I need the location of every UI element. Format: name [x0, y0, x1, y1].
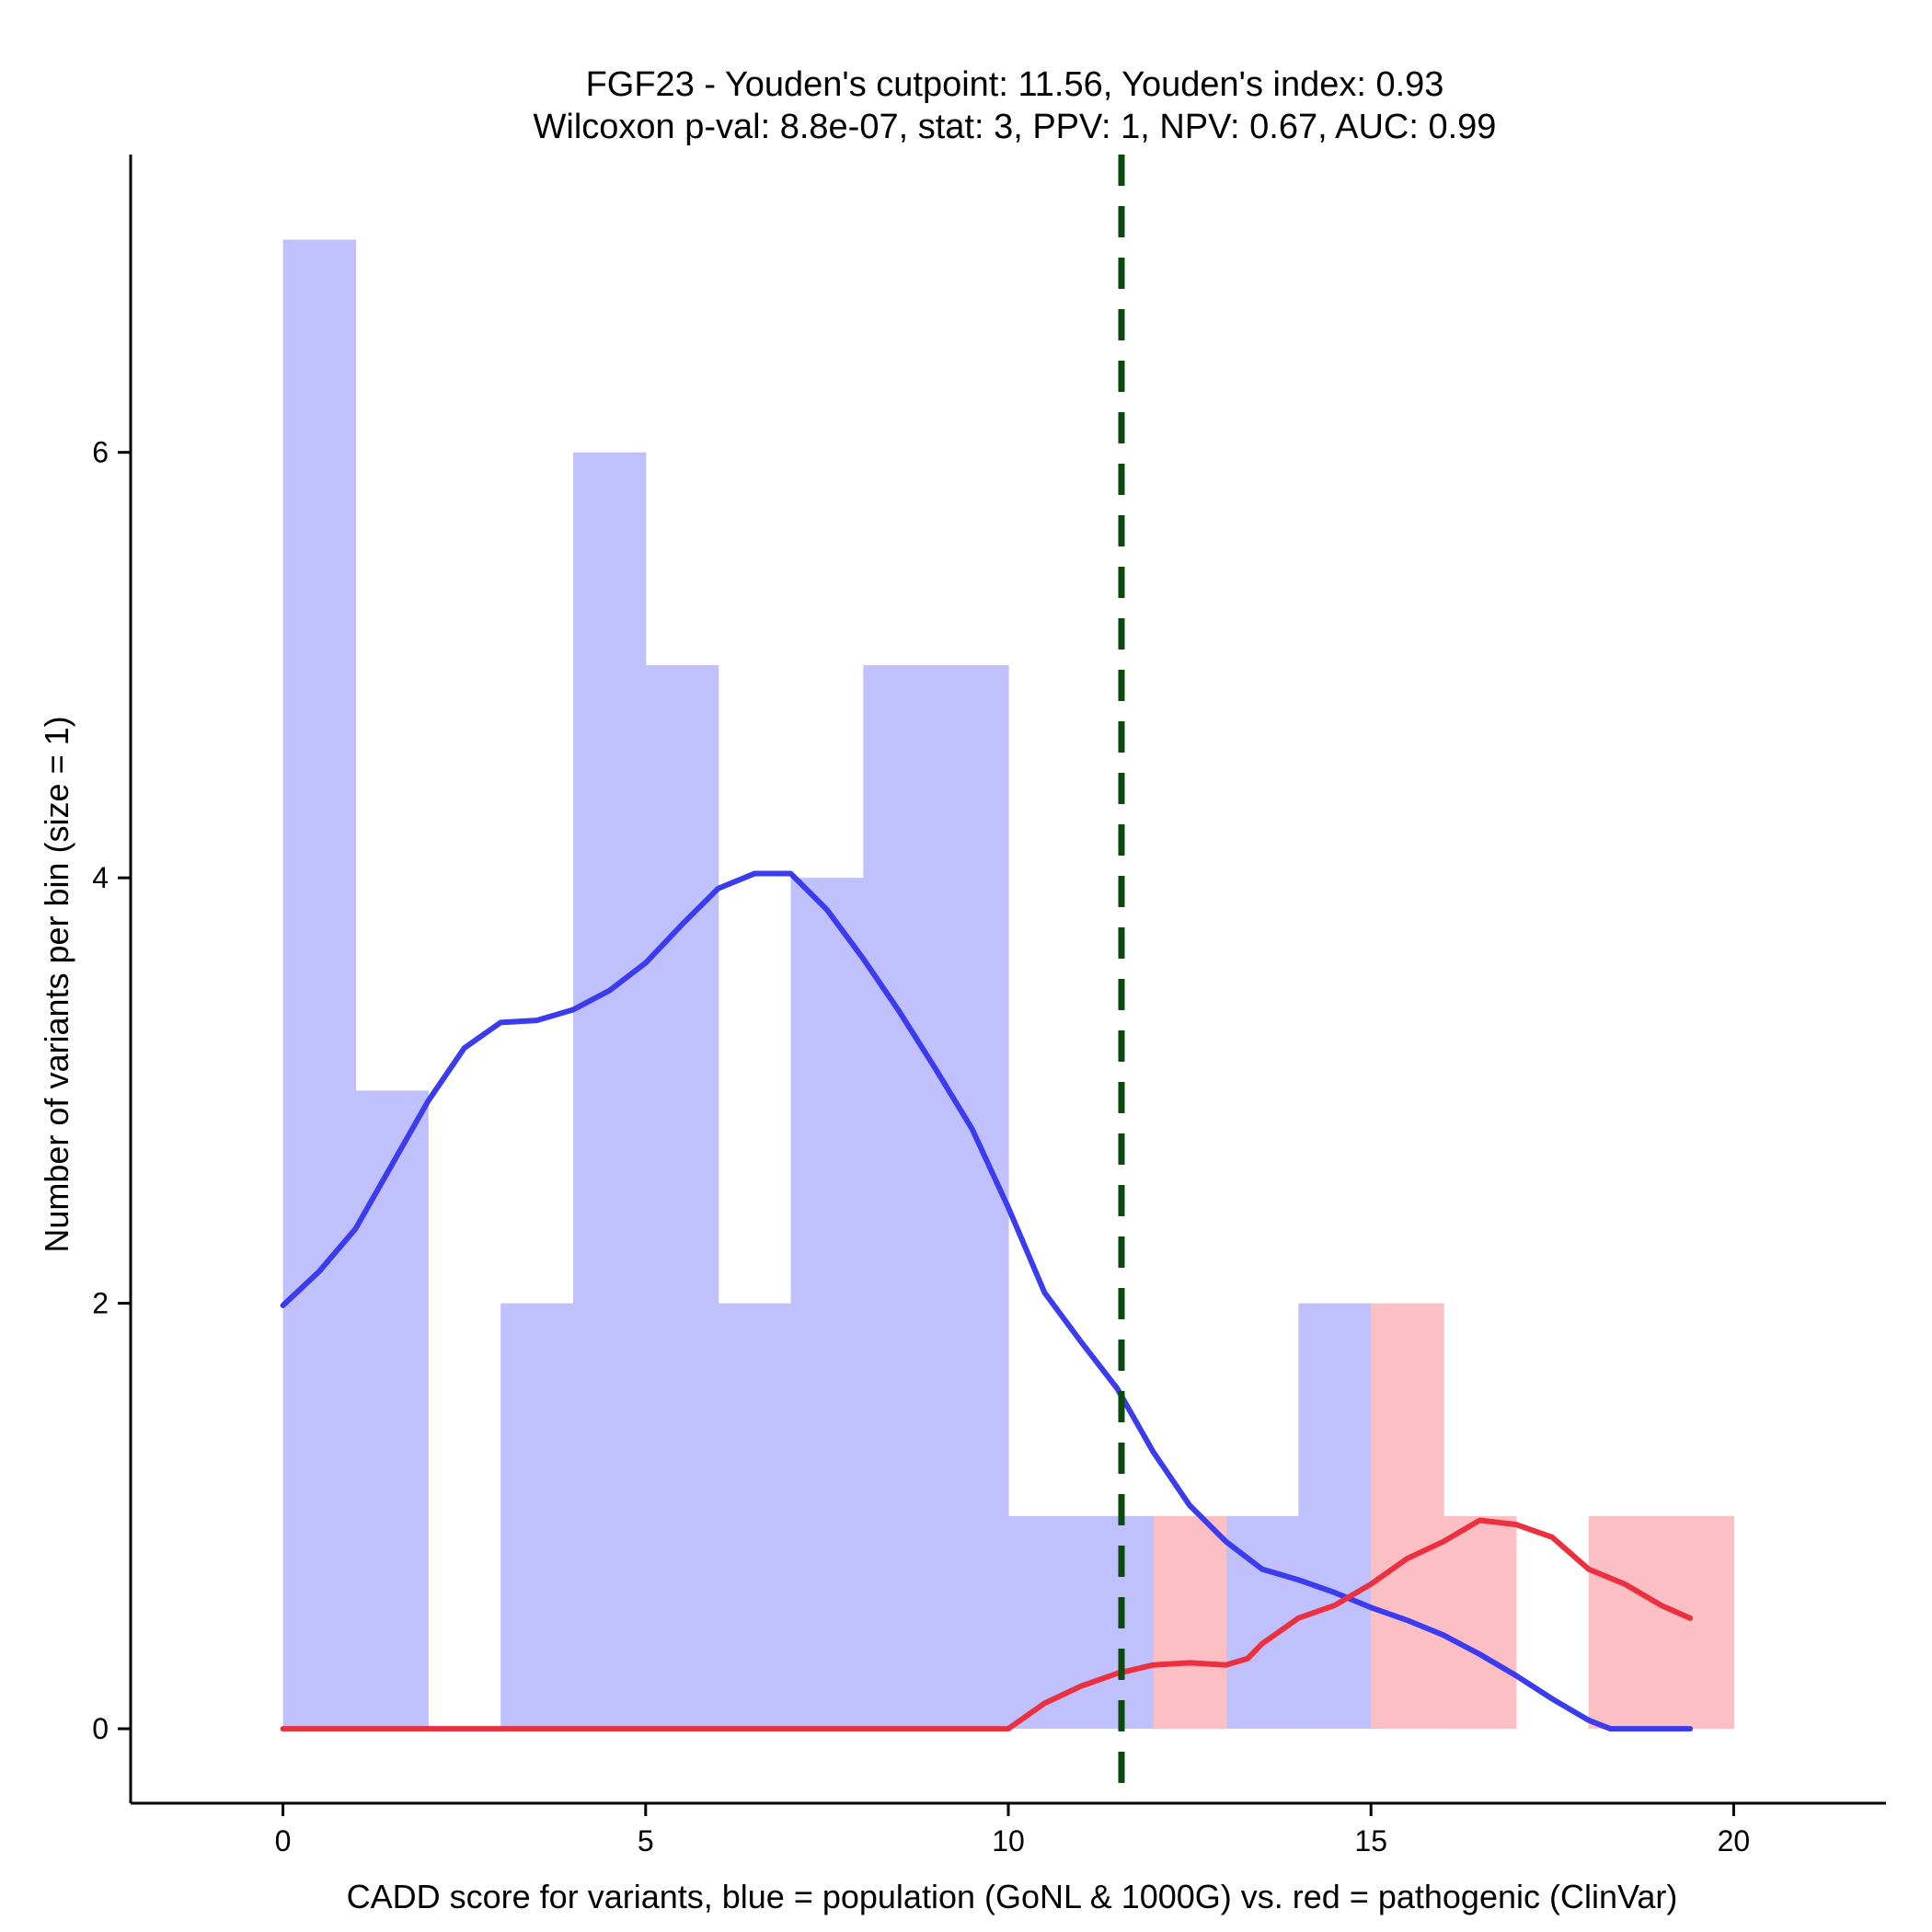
x-axis-label: CADD score for variants, blue = populati… — [347, 1878, 1678, 1915]
y-tick-label: 2 — [92, 1287, 109, 1320]
axes: 0 5 10 15 20 0 2 4 6 — [92, 155, 1886, 1857]
x-tick-label: 0 — [275, 1824, 292, 1857]
population-bar — [790, 878, 864, 1730]
population-bar — [645, 664, 719, 1730]
pathogenic-bar — [1443, 1515, 1517, 1730]
pathogenic-bar — [1371, 1303, 1444, 1730]
x-tick-label: 5 — [638, 1824, 654, 1857]
population-bar — [1080, 1515, 1155, 1730]
population-bar — [863, 664, 937, 1730]
population-bar — [572, 452, 647, 1730]
population-bar — [500, 1303, 574, 1730]
population-density-line — [280, 870, 1694, 1732]
plot-area — [280, 155, 1735, 1803]
pathogenic-bar — [1153, 1515, 1227, 1730]
y-tick-label: 6 — [92, 436, 109, 469]
chart-subtitle: Wilcoxon p-val: 8.8e-07, stat: 3, PPV: 1… — [534, 108, 1497, 146]
population-bar — [1008, 1515, 1082, 1730]
population-bar — [282, 239, 357, 1730]
pathogenic-bar — [1588, 1515, 1662, 1730]
population-bar — [355, 1090, 429, 1730]
pathogenic-density-line — [280, 1517, 1694, 1732]
y-tick-label: 4 — [92, 861, 109, 894]
population-bar — [936, 664, 1009, 1730]
population-bar — [718, 1303, 792, 1730]
x-tick-label: 10 — [992, 1824, 1025, 1857]
pathogenic-bar — [1661, 1515, 1735, 1730]
chart-title: FGF23 - Youden's cutpoint: 11.56, Youden… — [586, 65, 1444, 104]
y-axis-label: Number of variants per bin (size = 1) — [38, 716, 75, 1252]
population-bar — [1298, 1303, 1372, 1730]
y-tick-label: 0 — [92, 1712, 109, 1745]
x-tick-label: 20 — [1718, 1824, 1751, 1857]
x-tick-label: 15 — [1354, 1824, 1387, 1857]
